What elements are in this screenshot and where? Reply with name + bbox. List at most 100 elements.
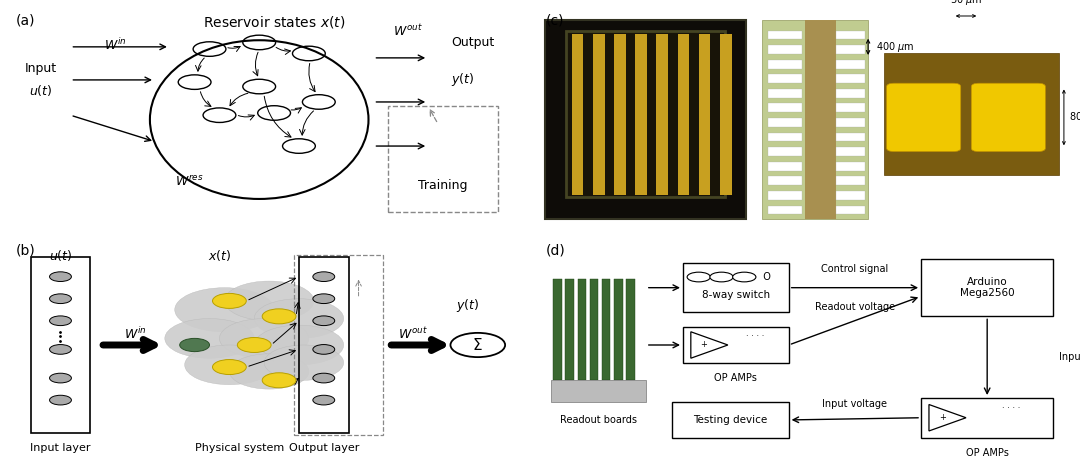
- FancyBboxPatch shape: [836, 147, 865, 156]
- Circle shape: [254, 299, 343, 339]
- FancyBboxPatch shape: [720, 34, 731, 195]
- Text: Input voltage: Input voltage: [822, 399, 888, 409]
- Circle shape: [313, 373, 335, 383]
- FancyBboxPatch shape: [677, 34, 689, 195]
- Text: $W^{out}$: $W^{out}$: [393, 23, 423, 39]
- Text: Readout boards: Readout boards: [559, 415, 637, 425]
- Circle shape: [262, 309, 296, 324]
- FancyBboxPatch shape: [567, 31, 726, 197]
- Text: Input layer: Input layer: [30, 443, 91, 453]
- Text: Output: Output: [451, 36, 495, 49]
- Text: +: +: [939, 413, 946, 422]
- Circle shape: [313, 316, 335, 325]
- Circle shape: [213, 360, 246, 375]
- Circle shape: [732, 272, 756, 282]
- Circle shape: [179, 339, 210, 352]
- Circle shape: [50, 373, 71, 383]
- FancyBboxPatch shape: [615, 34, 625, 195]
- Circle shape: [313, 294, 335, 303]
- Circle shape: [262, 373, 296, 388]
- FancyBboxPatch shape: [768, 205, 802, 214]
- FancyBboxPatch shape: [836, 74, 865, 83]
- FancyBboxPatch shape: [836, 89, 865, 98]
- Text: $W^{out}$: $W^{out}$: [399, 326, 428, 342]
- Circle shape: [50, 272, 71, 281]
- Text: $\Sigma$: $\Sigma$: [472, 337, 483, 353]
- Circle shape: [50, 395, 71, 405]
- Text: ···  O: ··· O: [747, 272, 770, 282]
- Circle shape: [50, 316, 71, 325]
- FancyBboxPatch shape: [768, 133, 802, 142]
- Text: +: +: [701, 340, 707, 349]
- FancyBboxPatch shape: [545, 21, 746, 219]
- Circle shape: [229, 354, 309, 389]
- Text: $W^{in}$: $W^{in}$: [124, 326, 146, 342]
- Text: Arduino
Mega2560: Arduino Mega2560: [960, 277, 1014, 298]
- FancyBboxPatch shape: [768, 162, 802, 171]
- FancyBboxPatch shape: [836, 104, 865, 112]
- FancyBboxPatch shape: [762, 21, 868, 219]
- FancyBboxPatch shape: [836, 60, 865, 68]
- Circle shape: [313, 395, 335, 405]
- Text: · · · ·: · · · ·: [745, 332, 764, 340]
- FancyBboxPatch shape: [768, 30, 802, 39]
- FancyBboxPatch shape: [836, 30, 865, 39]
- Text: Input signal: Input signal: [1058, 352, 1080, 362]
- Text: $u(t)$: $u(t)$: [49, 248, 72, 263]
- Text: · · · ·: · · · ·: [1002, 404, 1021, 413]
- FancyBboxPatch shape: [635, 34, 647, 195]
- Text: Output layer: Output layer: [288, 443, 359, 453]
- Circle shape: [50, 345, 71, 354]
- FancyBboxPatch shape: [883, 53, 1058, 175]
- FancyBboxPatch shape: [578, 279, 586, 380]
- FancyBboxPatch shape: [768, 176, 802, 185]
- Text: Control signal: Control signal: [821, 265, 889, 274]
- FancyBboxPatch shape: [836, 176, 865, 185]
- Text: Input: Input: [25, 62, 56, 76]
- FancyBboxPatch shape: [768, 74, 802, 83]
- FancyBboxPatch shape: [768, 60, 802, 68]
- Text: $x(t)$: $x(t)$: [207, 248, 231, 263]
- Text: OP AMPs: OP AMPs: [714, 373, 757, 383]
- Circle shape: [165, 318, 254, 358]
- FancyBboxPatch shape: [768, 118, 802, 127]
- FancyBboxPatch shape: [805, 21, 836, 219]
- FancyBboxPatch shape: [566, 279, 573, 380]
- FancyBboxPatch shape: [602, 279, 610, 380]
- FancyBboxPatch shape: [768, 89, 802, 98]
- FancyBboxPatch shape: [553, 279, 562, 380]
- Text: 50 $\mu$m: 50 $\mu$m: [949, 0, 982, 7]
- Text: Training: Training: [418, 179, 468, 192]
- FancyBboxPatch shape: [571, 34, 583, 195]
- Text: $u(t)$: $u(t)$: [29, 83, 52, 98]
- Text: Testing device: Testing device: [693, 415, 768, 425]
- FancyBboxPatch shape: [971, 83, 1045, 151]
- Text: (a): (a): [16, 14, 36, 28]
- FancyBboxPatch shape: [590, 279, 598, 380]
- Text: $y(t)$: $y(t)$: [451, 71, 474, 89]
- Circle shape: [710, 272, 733, 282]
- FancyBboxPatch shape: [768, 45, 802, 54]
- Circle shape: [254, 325, 343, 365]
- FancyBboxPatch shape: [657, 34, 669, 195]
- Circle shape: [50, 294, 71, 303]
- Circle shape: [687, 272, 711, 282]
- FancyBboxPatch shape: [593, 34, 605, 195]
- Text: $W^{res}$: $W^{res}$: [175, 174, 204, 189]
- Text: Reservoir states $x(t)$: Reservoir states $x(t)$: [203, 14, 346, 30]
- Circle shape: [238, 338, 271, 353]
- FancyBboxPatch shape: [836, 191, 865, 200]
- Circle shape: [219, 318, 309, 358]
- Circle shape: [213, 294, 246, 309]
- Text: 8-way switch: 8-way switch: [702, 290, 770, 300]
- Text: $y(t)$: $y(t)$: [456, 297, 480, 314]
- Text: 400 $\mu$m: 400 $\mu$m: [876, 40, 915, 54]
- FancyBboxPatch shape: [836, 45, 865, 54]
- Circle shape: [185, 345, 274, 385]
- Text: (c): (c): [545, 14, 564, 28]
- FancyBboxPatch shape: [768, 147, 802, 156]
- Circle shape: [313, 272, 335, 281]
- FancyBboxPatch shape: [551, 380, 646, 402]
- Text: $W^{in}$: $W^{in}$: [104, 37, 126, 53]
- Text: 80 $\mu$m: 80 $\mu$m: [1069, 110, 1080, 124]
